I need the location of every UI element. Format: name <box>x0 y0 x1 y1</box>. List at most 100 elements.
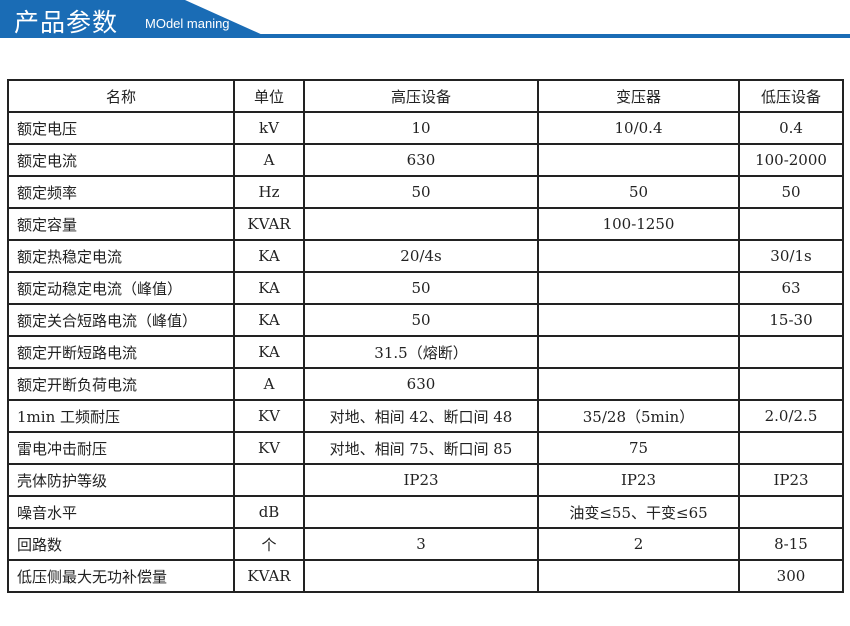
param-name: 额定电流 <box>7 143 235 177</box>
table-row: 1min 工频耐压 KV 对地、相间 42、断口间 48 35/28（5min） 2.0… <box>7 399 844 433</box>
table-cell: 8-15 <box>738 527 844 561</box>
table-cell: KVAR <box>233 559 305 593</box>
column-header: 低压设备 <box>738 79 844 113</box>
param-name: 额定开断短路电流 <box>7 335 235 369</box>
table-cell: 50 <box>738 175 844 209</box>
table-cell: 30/1s <box>738 239 844 273</box>
table-cell: dB <box>233 495 305 529</box>
table-cell <box>537 335 740 369</box>
table-cell <box>233 463 305 497</box>
table-cell <box>738 431 844 465</box>
table-cell: 630 <box>303 367 539 401</box>
table-row: 额定电流 A 630 100-2000 <box>7 143 844 177</box>
table-cell: KA <box>233 239 305 273</box>
table-cell: 630 <box>303 143 539 177</box>
param-name: 额定热稳定电流 <box>7 239 235 273</box>
table-cell: 50 <box>303 175 539 209</box>
table-cell: Hz <box>233 175 305 209</box>
param-name: 额定动稳定电流（峰值） <box>7 271 235 305</box>
table-cell <box>537 239 740 273</box>
table-cell: 油变≤55、干变≤65 <box>537 495 740 529</box>
table-row: 额定容量 KVAR 100-1250 <box>7 207 844 241</box>
param-name: 额定关合短路电流（峰值） <box>7 303 235 337</box>
table-cell: 对地、相间 75、断口间 85 <box>303 431 539 465</box>
table-cell: 300 <box>738 559 844 593</box>
param-name: 壳体防护等级 <box>7 463 235 497</box>
table-cell: KA <box>233 303 305 337</box>
column-header: 变压器 <box>537 79 740 113</box>
table-cell: 35/28（5min） <box>537 399 740 433</box>
table-cell <box>537 367 740 401</box>
table-row: 额定热稳定电流 KA 20/4s 30/1s <box>7 239 844 273</box>
table-row: 额定动稳定电流（峰值） KA 50 63 <box>7 271 844 305</box>
table-cell: 个 <box>233 527 305 561</box>
table-cell: IP23 <box>738 463 844 497</box>
table-cell: KV <box>233 399 305 433</box>
table-cell <box>537 559 740 593</box>
table-row: 低压侧最大无功补偿量 KVAR 300 <box>7 559 844 593</box>
param-name: 噪音水平 <box>7 495 235 529</box>
table-cell <box>738 495 844 529</box>
param-name: 额定电压 <box>7 111 235 145</box>
header-divider <box>0 34 850 38</box>
table-cell: kV <box>233 111 305 145</box>
table-row: 额定开断短路电流 KA 31.5（熔断） <box>7 335 844 369</box>
table-cell <box>537 271 740 305</box>
table-cell: 3 <box>303 527 539 561</box>
param-name: 额定开断负荷电流 <box>7 367 235 401</box>
column-header: 名称 <box>7 79 235 113</box>
table-row: 额定频率 Hz 50 50 50 <box>7 175 844 209</box>
table-cell: 20/4s <box>303 239 539 273</box>
table-cell: A <box>233 143 305 177</box>
spec-table: 名称 单位 高压设备 变压器 低压设备 额定电压 kV 10 10/0.4 0.4 额定电流 A 63… <box>7 79 844 593</box>
table-cell <box>537 143 740 177</box>
table-cell <box>303 207 539 241</box>
table-cell: A <box>233 367 305 401</box>
table-header-row: 名称 单位 高压设备 变压器 低压设备 <box>7 79 844 113</box>
page-subtitle: MOdel maning <box>145 16 230 31</box>
table-cell: 50 <box>303 303 539 337</box>
table-cell: 15-30 <box>738 303 844 337</box>
table-cell: KVAR <box>233 207 305 241</box>
table-cell: 10/0.4 <box>537 111 740 145</box>
column-header: 高压设备 <box>303 79 539 113</box>
table-row: 噪音水平 dB 油变≤55、干变≤65 <box>7 495 844 529</box>
table-cell: 0.4 <box>738 111 844 145</box>
table-cell <box>738 207 844 241</box>
table-cell: KA <box>233 271 305 305</box>
param-name: 低压侧最大无功补偿量 <box>7 559 235 593</box>
table-cell <box>537 303 740 337</box>
param-name: 额定频率 <box>7 175 235 209</box>
table-cell: 100-2000 <box>738 143 844 177</box>
table-cell: KA <box>233 335 305 369</box>
page-title: 产品参数 <box>14 8 119 37</box>
table-cell: 50 <box>303 271 539 305</box>
table-cell: 2 <box>537 527 740 561</box>
table-cell <box>303 495 539 529</box>
param-name: 额定容量 <box>7 207 235 241</box>
param-name: 回路数 <box>7 527 235 561</box>
table-cell <box>738 367 844 401</box>
table-row: 额定开断负荷电流 A 630 <box>7 367 844 401</box>
table-cell: KV <box>233 431 305 465</box>
table-row: 壳体防护等级 IP23 IP23 IP23 <box>7 463 844 497</box>
table-cell <box>303 559 539 593</box>
column-header: 单位 <box>233 79 305 113</box>
table-cell: IP23 <box>303 463 539 497</box>
param-name: 雷电冲击耐压 <box>7 431 235 465</box>
table-cell <box>738 335 844 369</box>
table-cell: 2.0/2.5 <box>738 399 844 433</box>
table-row: 额定关合短路电流（峰值） KA 50 15-30 <box>7 303 844 337</box>
table-cell: 31.5（熔断） <box>303 335 539 369</box>
table-cell: 100-1250 <box>537 207 740 241</box>
table-cell: IP23 <box>537 463 740 497</box>
table-row: 回路数个 3 2 8-15 <box>7 527 844 561</box>
table-cell: 对地、相间 42、断口间 48 <box>303 399 539 433</box>
param-name: 1min 工频耐压 <box>7 399 235 433</box>
table-row: 雷电冲击耐压 KV 对地、相间 75、断口间 85 75 <box>7 431 844 465</box>
table-cell: 75 <box>537 431 740 465</box>
table-cell: 10 <box>303 111 539 145</box>
table-cell: 50 <box>537 175 740 209</box>
table-row: 额定电压 kV 10 10/0.4 0.4 <box>7 111 844 145</box>
table-cell: 63 <box>738 271 844 305</box>
